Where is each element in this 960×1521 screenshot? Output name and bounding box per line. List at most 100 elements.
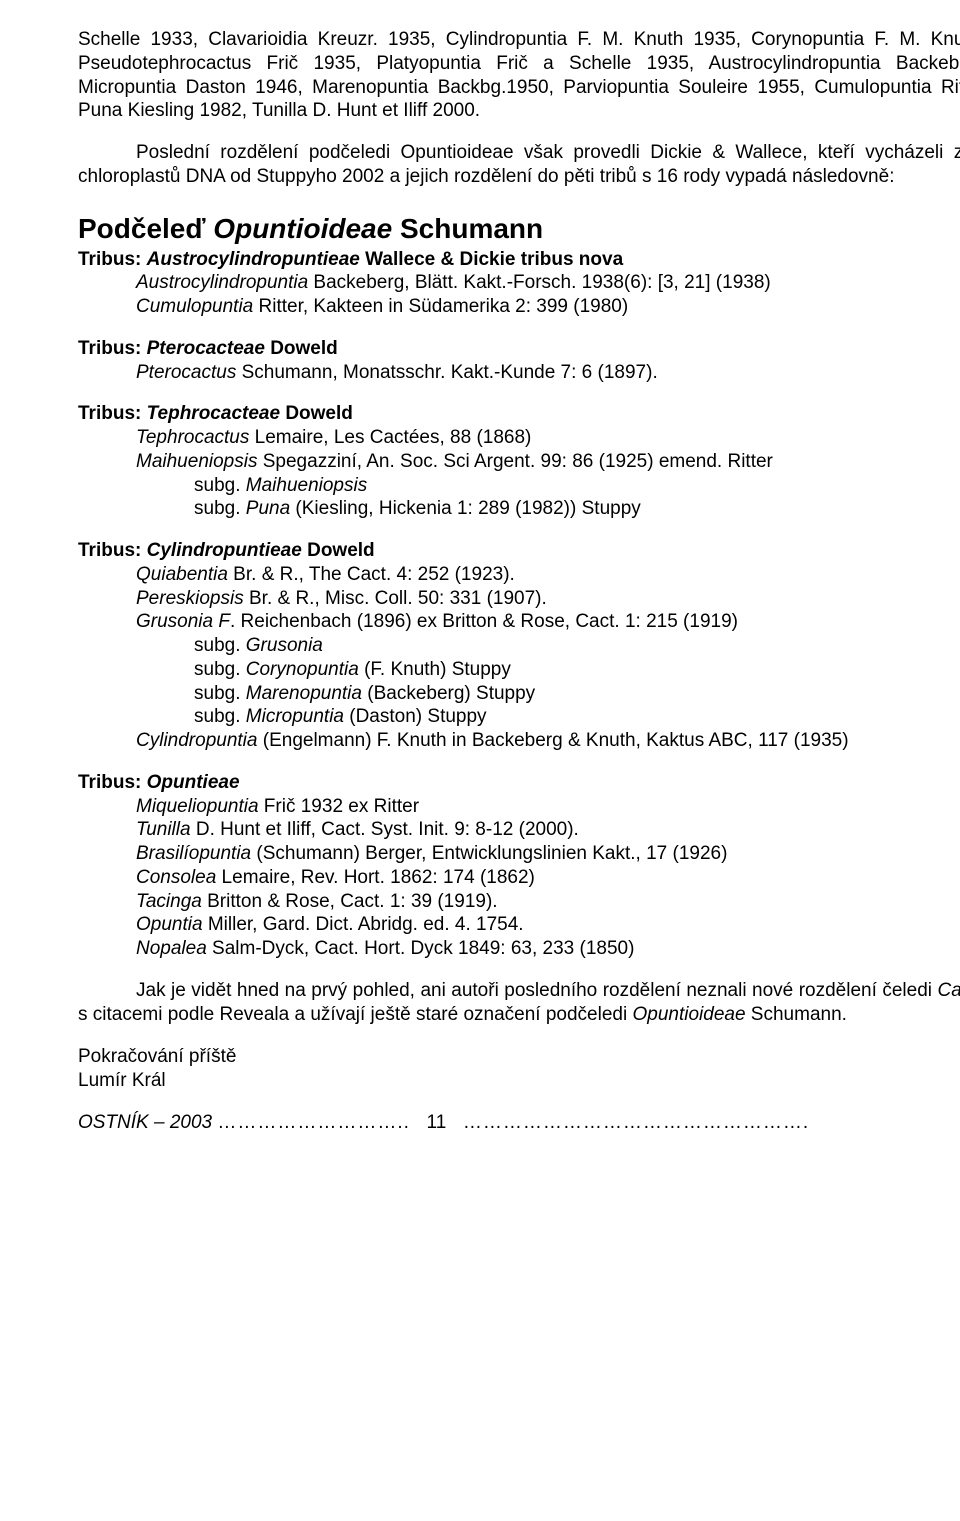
- t5-e5-ital: Tacinga: [136, 891, 202, 912]
- tribus1-head: Tribus: Austrocylindropuntieae Wallece &…: [78, 248, 960, 272]
- t5-e7-post: Salm-Dyck, Cact. Hort. Dyck 1849: 63, 23…: [207, 938, 635, 959]
- t4-head-ital: Cylindropuntieae: [147, 540, 302, 561]
- t4-e7-pre: subg.: [194, 706, 246, 727]
- t3-e4-post: (Kiesling, Hickenia 1: 289 (1982)) Stupp…: [290, 498, 641, 519]
- tribus3-head: Tribus: Tephrocacteae Doweld: [78, 402, 960, 426]
- heading-post: Schumann: [392, 213, 543, 244]
- t4-entry1: Quiabentia Br. & R., The Cact. 4: 252 (1…: [136, 563, 960, 587]
- closing-ital2: Opuntioideae: [632, 1004, 745, 1025]
- t3-head-post: Doweld: [280, 403, 353, 424]
- t4-entry2: Pereskiopsis Br. & R., Misc. Coll. 50: 3…: [136, 587, 960, 611]
- tribus-opuntieae: Tribus: Opuntieae Miqueliopuntia Frič 19…: [78, 771, 960, 961]
- footer-dots1: ………………………..: [217, 1111, 410, 1135]
- t4-e5-post: (F. Knuth) Stuppy: [359, 659, 511, 680]
- heading-pre: Podčeleď: [78, 213, 213, 244]
- tribus4-head: Tribus: Cylindropuntieae Doweld: [78, 539, 960, 563]
- t2-entry1: Pterocactus Schumann, Monatsschr. Kakt.-…: [136, 361, 960, 385]
- t4-e6-ital: Marenopuntia: [246, 683, 362, 704]
- footer-title: OSTNÍK – 2003: [78, 1111, 212, 1135]
- t5-e6-post: Miller, Gard. Dict. Abridg. ed. 4. 1754.: [203, 914, 524, 935]
- t5-e4-post: Lemaire, Rev. Hort. 1862: 174 (1862): [216, 867, 535, 888]
- closing-ital1: Cactaceae: [937, 980, 960, 1001]
- footer-dots2: …………………………………………….: [463, 1111, 809, 1135]
- t3-e4-pre: subg.: [194, 498, 246, 519]
- subfamily-heading: Podčeleď Opuntioideae Schumann: [78, 211, 960, 246]
- t1-head-ital: Austrocylindropuntieae: [147, 249, 360, 270]
- heading-ital: Opuntioideae: [213, 213, 392, 244]
- t4-e7-post: (Daston) Stuppy: [344, 706, 487, 727]
- t5-e1-ital: Miqueliopuntia: [136, 796, 259, 817]
- t4-e1-ital: Quiabentia: [136, 564, 228, 585]
- t5-entry7: Nopalea Salm-Dyck, Cact. Hort. Dyck 1849…: [136, 937, 960, 961]
- t5-entry5: Tacinga Britton & Rose, Cact. 1: 39 (191…: [136, 890, 960, 914]
- t5-e5-post: Britton & Rose, Cact. 1: 39 (1919).: [202, 891, 498, 912]
- t4-e8-ital: Cylindropuntia: [136, 730, 257, 751]
- tribus-pterocacteae: Tribus: Pterocacteae Doweld Pterocactus …: [78, 337, 960, 385]
- t3-head-pre: Tribus:: [78, 403, 147, 424]
- t2-e1-post: Schumann, Monatsschr. Kakt.-Kunde 7: 6 (…: [236, 362, 657, 383]
- closing-pre: Jak je vidět hned na prvý pohled, ani au…: [136, 980, 937, 1001]
- t3-e4-ital: Puna: [246, 498, 290, 519]
- t4-e3-post: . Reichenbach (1896) ex Britton & Rose, …: [230, 611, 738, 632]
- t4-e4-ital: Grusonia: [246, 635, 323, 656]
- t5-e2-post: D. Hunt et Iliff, Cact. Syst. Init. 9: 8…: [191, 819, 579, 840]
- t5-e1-post: Frič 1932 ex Ritter: [259, 796, 420, 817]
- closing-post: Schumann.: [746, 1004, 847, 1025]
- t4-entry8: Cylindropuntia (Engelmann) F. Knuth in B…: [136, 729, 960, 753]
- tribus-tephrocacteae: Tribus: Tephrocacteae Doweld Tephrocactu…: [78, 402, 960, 521]
- t5-e4-ital: Consolea: [136, 867, 216, 888]
- t1-entry2: Cumulopuntia Ritter, Kakteen in Südameri…: [136, 295, 960, 319]
- intro-paragraph-2: Poslední rozdělení podčeledi Opuntioidea…: [78, 141, 960, 189]
- tribus-austrocylindropuntieae: Tribus: Austrocylindropuntieae Wallece &…: [78, 248, 960, 319]
- intro-paragraph-1: Schelle 1933, Clavarioidia Kreuzr. 1935,…: [78, 28, 960, 123]
- t5-entry1: Miqueliopuntia Frič 1932 ex Ritter: [136, 795, 960, 819]
- footer-page: 11: [416, 1111, 457, 1135]
- t4-e8-post: (Engelmann) F. Knuth in Backeberg & Knut…: [257, 730, 848, 751]
- t1-entry1: Austrocylindropuntia Backeberg, Blätt. K…: [136, 271, 960, 295]
- t3-e3-pre: subg.: [194, 475, 246, 496]
- t4-entry4: subg. Grusonia: [194, 634, 960, 658]
- t3-e3-ital: Maihueniopsis: [246, 475, 367, 496]
- t4-e5-pre: subg.: [194, 659, 246, 680]
- t5-e6-ital: Opuntia: [136, 914, 203, 935]
- intro-p2-text: Poslední rozdělení podčeledi Opuntioidea…: [78, 142, 960, 187]
- t5-head-pre: Tribus:: [78, 772, 147, 793]
- tribus2-head: Tribus: Pterocacteae Doweld: [78, 337, 960, 361]
- t5-entry3: Brasilíopuntia (Schumann) Berger, Entwic…: [136, 842, 960, 866]
- t1-head-pre: Tribus:: [78, 249, 147, 270]
- t4-entry3: Grusonia F. Reichenbach (1896) ex Britto…: [136, 610, 960, 634]
- page-footer: OSTNÍK – 2003 ……………………….. 11 ………………………………: [78, 1111, 960, 1135]
- t2-head-post: Doweld: [265, 338, 338, 359]
- intro-p1-text: Schelle 1933, Clavarioidia Kreuzr. 1935,…: [78, 29, 960, 121]
- t4-e7-ital: Micropuntia: [246, 706, 344, 727]
- t5-e2-ital: Tunilla: [136, 819, 191, 840]
- t5-e3-ital: Brasilíopuntia: [136, 843, 251, 864]
- t2-head-pre: Tribus:: [78, 338, 147, 359]
- t5-e7-ital: Nopalea: [136, 938, 207, 959]
- t5-e3-post: (Schumann) Berger, Entwicklungslinien Ka…: [251, 843, 727, 864]
- t3-entry3: subg. Maihueniopsis: [194, 474, 960, 498]
- t5-head-ital: Opuntieae: [147, 772, 240, 793]
- t4-entry7: subg. Micropuntia (Daston) Stuppy: [194, 705, 960, 729]
- tribus5-head: Tribus: Opuntieae: [78, 771, 960, 795]
- t2-head-ital: Pterocacteae: [147, 338, 265, 359]
- t1-e1-post: Backeberg, Blätt. Kakt.-Forsch. 1938(6):…: [308, 272, 771, 293]
- tribus-cylindropuntieae: Tribus: Cylindropuntieae Doweld Quiabent…: [78, 539, 960, 753]
- t4-e2-post: Br. & R., Misc. Coll. 50: 331 (1907).: [244, 588, 547, 609]
- footer-page-num: 11: [427, 1112, 447, 1133]
- t3-entry4: subg. Puna (Kiesling, Hickenia 1: 289 (1…: [194, 497, 960, 521]
- t5-entry4: Consolea Lemaire, Rev. Hort. 1862: 174 (…: [136, 866, 960, 890]
- t3-head-ital: Tephrocacteae: [147, 403, 280, 424]
- t1-e2-ital: Cumulopuntia: [136, 296, 253, 317]
- t3-e1-ital: Tephrocactus: [136, 427, 249, 448]
- t4-e2-ital: Pereskiopsis: [136, 588, 244, 609]
- t4-e6-post: (Backeberg) Stuppy: [362, 683, 535, 704]
- t3-entry1: Tephrocactus Lemaire, Les Cactées, 88 (1…: [136, 426, 960, 450]
- t4-e1-post: Br. & R., The Cact. 4: 252 (1923).: [228, 564, 515, 585]
- t3-e2-ital: Maihueniopsis: [136, 451, 257, 472]
- t3-entry2: Maihueniopsis Spegazziní, An. Soc. Sci A…: [136, 450, 960, 474]
- author-name: Lumír Král: [78, 1069, 960, 1093]
- t3-e1-post: Lemaire, Les Cactées, 88 (1868): [249, 427, 531, 448]
- t3-e2-post: Spegazziní, An. Soc. Sci Argent. 99: 86 …: [257, 451, 772, 472]
- t1-e1-ital: Austrocylindropuntia: [136, 272, 308, 293]
